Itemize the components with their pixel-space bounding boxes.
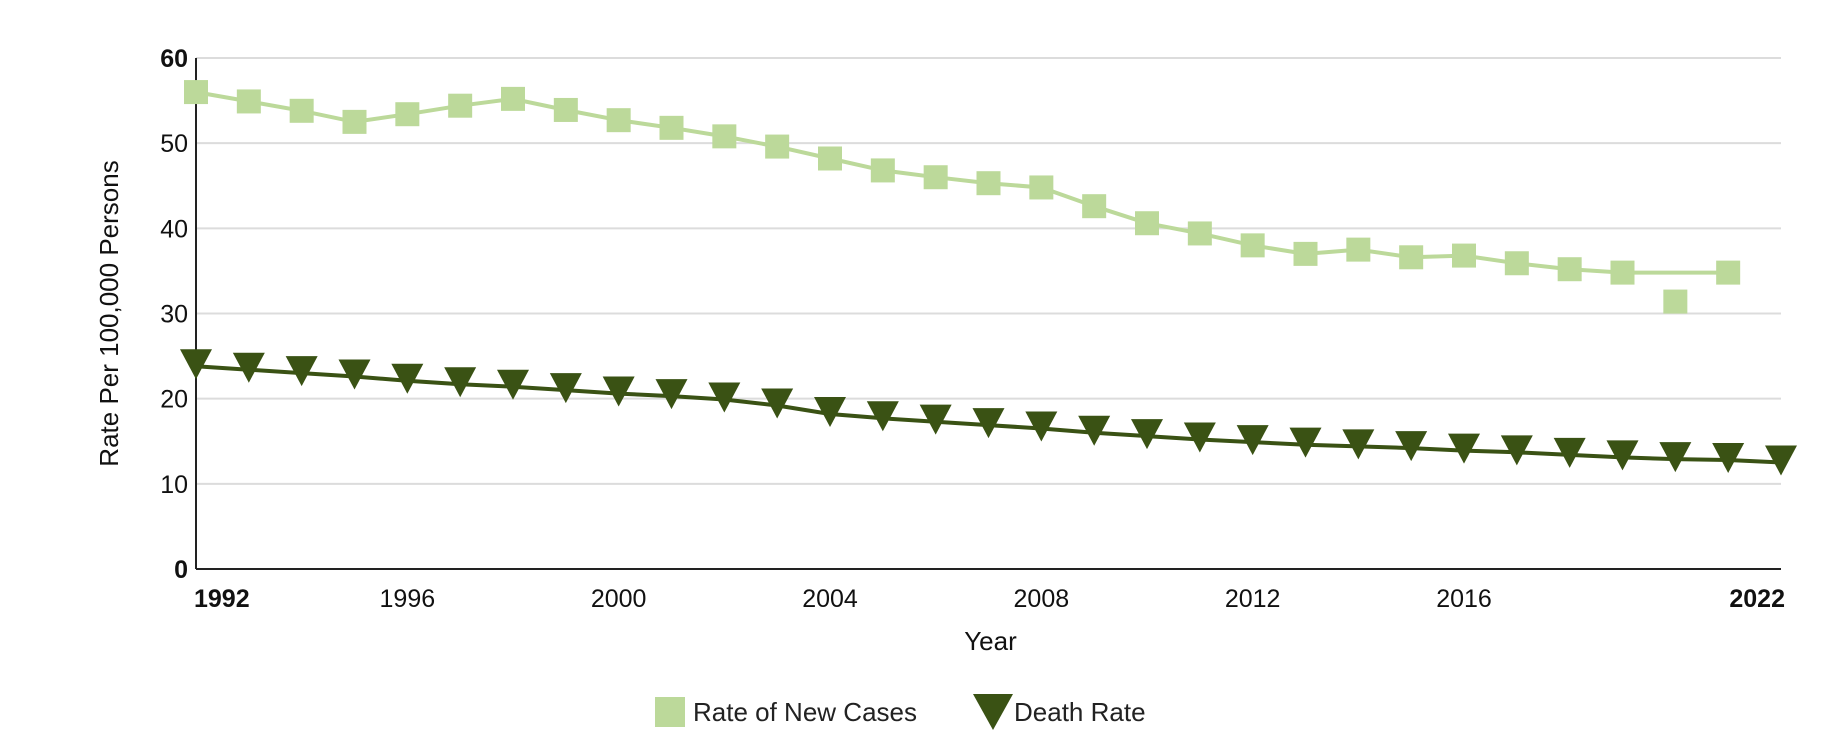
point-0-1999 — [553, 97, 578, 122]
series-1 — [180, 349, 1797, 476]
point-1-2006 — [919, 404, 952, 435]
x-tick-label-2000: 2000 — [591, 585, 647, 613]
point-0-2008 — [1029, 175, 1054, 200]
x-tick-label-2016: 2016 — [1436, 585, 1492, 613]
legend-marker-0 — [655, 697, 685, 727]
point-0-2018 — [1557, 257, 1582, 282]
point-1-2020 — [1659, 442, 1692, 473]
point-1-1992 — [180, 349, 212, 380]
point-0-2011 — [1187, 221, 1212, 246]
y-tick-label-10: 10 — [160, 471, 188, 499]
x-tick-label-1996: 1996 — [380, 585, 436, 613]
point-0-2014 — [1346, 237, 1371, 262]
point-0-2007 — [976, 171, 1001, 196]
y-tick-label-60: 60 — [160, 45, 188, 73]
point-0-2010 — [1135, 211, 1159, 236]
point-0-1998 — [501, 86, 525, 111]
point-0-2005 — [870, 158, 895, 183]
point-0-1996 — [395, 102, 420, 127]
point-1-2001 — [655, 379, 688, 410]
point-1-1999 — [549, 373, 582, 404]
legend-marker-1 — [973, 694, 1013, 730]
y-tick-label-50: 50 — [160, 130, 188, 158]
point-1-1993 — [232, 352, 265, 383]
point-0-2020 — [1663, 289, 1688, 314]
point-1-2002 — [708, 382, 741, 413]
point-1-2011 — [1183, 422, 1216, 453]
point-0-2009 — [1082, 194, 1107, 219]
x-axis-title: Year — [964, 626, 1017, 656]
x-tick-label-2008: 2008 — [1014, 585, 1070, 613]
series-line-0 — [195, 90, 1729, 275]
point-1-2016 — [1448, 433, 1480, 464]
x-tick-label-2022: 2022 — [1729, 585, 1785, 613]
point-0-2015 — [1399, 245, 1424, 270]
x-tick-label-1992: 1992 — [194, 585, 250, 613]
data-series — [180, 80, 1797, 476]
point-1-1996 — [391, 363, 424, 394]
y-tick-label-0: 0 — [174, 556, 188, 584]
legend: Rate of New Cases Death Rate — [655, 694, 1146, 730]
point-1-2007 — [972, 408, 1005, 439]
gridlines — [196, 57, 1781, 485]
point-0-2002 — [712, 124, 737, 149]
point-0-1994 — [289, 98, 314, 123]
point-0-2004 — [818, 146, 842, 171]
point-0-2016 — [1452, 243, 1476, 268]
point-0-2001 — [659, 115, 684, 140]
point-0-1993 — [236, 89, 261, 114]
axes — [195, 58, 1781, 570]
point-0-2021 — [1716, 260, 1741, 285]
point-0-2006 — [923, 165, 948, 190]
point-1-2008 — [1025, 411, 1058, 442]
point-0-1997 — [448, 93, 473, 118]
point-0-2003 — [765, 134, 790, 159]
point-1-2015 — [1395, 431, 1428, 462]
point-0-2012 — [1240, 233, 1265, 258]
point-1-1997 — [444, 367, 477, 398]
point-1-1994 — [285, 356, 318, 387]
y-tick-labels: 0 10 20 30 40 50 60 — [160, 45, 188, 584]
point-1-2021 — [1712, 442, 1745, 473]
point-0-1992 — [184, 80, 208, 105]
point-1-2005 — [866, 401, 899, 432]
point-1-2018 — [1553, 437, 1586, 468]
point-0-1995 — [342, 109, 367, 134]
point-1-2019 — [1606, 440, 1639, 471]
point-1-2000 — [602, 376, 635, 407]
point-0-2017 — [1504, 251, 1529, 276]
x-tick-label-2004: 2004 — [802, 585, 858, 613]
point-0-2019 — [1610, 260, 1635, 285]
y-tick-label-30: 30 — [160, 301, 188, 329]
point-1-1998 — [497, 369, 529, 400]
point-1-2022 — [1765, 445, 1797, 476]
point-1-2013 — [1289, 427, 1322, 458]
x-tick-labels: 1992 1996 2000 2004 2008 2012 2016 2022 — [194, 585, 1785, 613]
point-1-2012 — [1236, 425, 1269, 456]
point-1-1995 — [338, 359, 371, 390]
x-tick-label-2012: 2012 — [1225, 585, 1281, 613]
series-0 — [184, 80, 1741, 314]
legend-label-1: Death Rate — [1014, 697, 1146, 727]
point-1-2009 — [1078, 415, 1111, 446]
point-1-2010 — [1131, 419, 1163, 450]
point-0-2000 — [606, 108, 631, 133]
point-1-2004 — [814, 396, 846, 427]
legend-label-0: Rate of New Cases — [693, 697, 917, 727]
point-1-2017 — [1500, 435, 1533, 466]
point-1-2003 — [761, 388, 794, 419]
point-1-2014 — [1342, 429, 1375, 460]
y-tick-label-40: 40 — [160, 215, 188, 243]
y-axis-title: Rate Per 100,000 Persons — [94, 160, 124, 466]
point-0-2013 — [1293, 241, 1318, 266]
y-tick-label-20: 20 — [160, 386, 188, 414]
